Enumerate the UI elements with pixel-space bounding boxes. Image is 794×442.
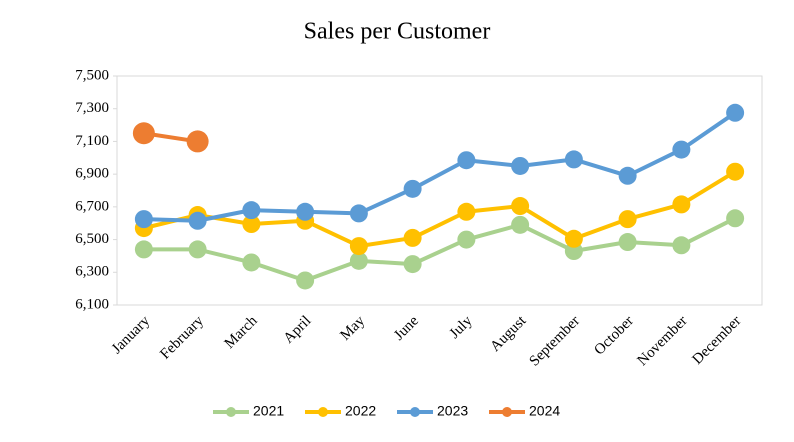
- series-marker: [242, 201, 261, 220]
- series-marker: [349, 237, 368, 256]
- series-marker: [672, 140, 691, 159]
- series-marker: [349, 204, 368, 223]
- series-marker: [618, 210, 637, 229]
- series-marker: [296, 271, 315, 290]
- legend-label: 2022: [345, 403, 376, 419]
- x-tick-label: November: [635, 313, 691, 369]
- series-marker: [726, 103, 745, 122]
- series-marker: [618, 166, 637, 185]
- series-marker: [672, 236, 691, 255]
- y-tick-label: 6,500: [75, 231, 109, 247]
- series-marker: [242, 215, 261, 234]
- series-marker: [403, 255, 422, 274]
- legend-label: 2023: [437, 403, 468, 419]
- x-tick-label: May: [337, 313, 368, 344]
- legend-marker: [410, 407, 420, 417]
- series-marker: [403, 228, 422, 247]
- series-marker: [726, 162, 745, 181]
- series-line: [143, 111, 737, 223]
- y-tick-label: 7,100: [75, 133, 109, 149]
- series-marker: [242, 253, 261, 272]
- legend-label: 2021: [253, 403, 284, 419]
- series-line: [143, 169, 737, 249]
- series-marker: [457, 151, 476, 170]
- plot-area: [116, 75, 763, 306]
- x-tick-label: July: [447, 313, 476, 342]
- series-marker: [457, 202, 476, 221]
- series-marker: [511, 197, 530, 216]
- y-tick-label: 6,300: [75, 264, 109, 280]
- series-marker: [349, 251, 368, 270]
- series-marker: [188, 240, 207, 259]
- series-marker: [564, 150, 583, 169]
- x-tick-label: October: [591, 313, 636, 358]
- legend-marker: [502, 407, 512, 417]
- series-marker: [188, 211, 207, 230]
- series-marker: [403, 179, 422, 198]
- series-marker: [564, 229, 583, 248]
- x-tick-label: August: [487, 312, 530, 355]
- series-marker: [511, 156, 530, 175]
- x-tick-label: February: [157, 313, 207, 363]
- series-marker: [134, 240, 153, 259]
- series-marker: [511, 215, 530, 234]
- y-tick-label: 6,100: [75, 296, 109, 312]
- series-marker: [672, 195, 691, 214]
- legend: 2021 2022 2023 2024: [213, 403, 560, 419]
- y-tick-label: 7,500: [75, 67, 109, 83]
- series-marker: [726, 209, 745, 228]
- x-tick-label: December: [689, 313, 744, 368]
- legend-marker: [226, 407, 236, 417]
- series-marker: [296, 202, 315, 221]
- x-tick-label: June: [391, 313, 422, 344]
- x-tick-label: January: [109, 313, 154, 358]
- series-line: [143, 216, 737, 283]
- legend-label: 2024: [529, 403, 560, 419]
- chart-title: Sales per Customer: [304, 19, 491, 45]
- y-tick-label: 6,700: [75, 198, 109, 214]
- series-marker: [618, 233, 637, 252]
- legend-marker: [318, 407, 328, 417]
- y-tick-label: 6,900: [75, 166, 109, 182]
- series-marker: [134, 210, 153, 229]
- series-marker: [457, 230, 476, 249]
- series-marker: [132, 122, 155, 145]
- x-tick-label: March: [222, 313, 261, 352]
- x-tick-label: April: [281, 313, 315, 347]
- x-tick-label: September: [526, 313, 583, 370]
- y-tick-label: 7,300: [75, 100, 109, 116]
- series-marker: [186, 130, 209, 153]
